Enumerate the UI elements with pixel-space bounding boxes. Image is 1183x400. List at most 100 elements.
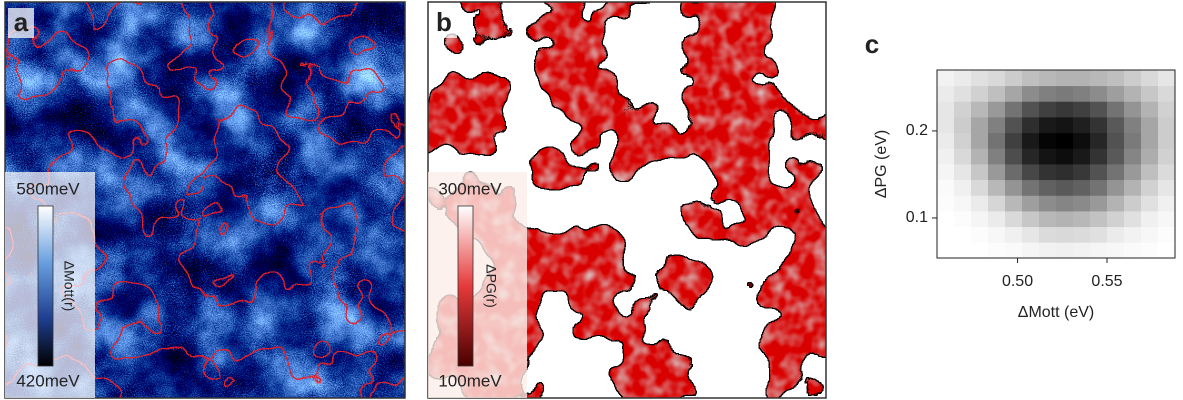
heat-cell [1158,164,1176,181]
y-axis-label: ΔPG (eV) [873,130,890,198]
heat-cell [1005,70,1023,87]
heat-cell [1056,85,1074,102]
heat-cell [954,226,972,243]
heat-cell [1124,132,1142,149]
heat-cell [988,164,1006,181]
heat-cell [988,85,1006,102]
heat-cell [988,132,1006,149]
heat-cell [1056,164,1074,181]
heat-cell [1039,211,1057,228]
heat-cell [1141,70,1159,87]
heat-cell [1039,179,1057,196]
heat-cell [1158,101,1176,118]
heat-cell [1056,226,1074,243]
heat-cell [1107,179,1125,196]
heat-cell [1039,164,1057,181]
heat-cell [954,101,972,118]
heat-cell [971,101,989,118]
heat-cell [1158,70,1176,87]
heat-cell [1158,132,1176,149]
heat-cell [1090,211,1108,228]
heat-cell [1022,101,1040,118]
heat-cell [971,211,989,228]
heat-cell [1039,132,1057,149]
x-tick-label: 0.55 [1091,273,1122,290]
x-axis-label: ΔMott (eV) [1018,304,1094,321]
panel-label: b [436,7,452,37]
heat-cell [937,148,955,165]
heatmap [937,70,1176,259]
heat-cell [954,242,972,259]
heat-cell [954,132,972,149]
heat-cell [1107,226,1125,243]
heat-cell [1005,195,1023,212]
heat-cell [1022,148,1040,165]
x-tick-label: 0.50 [1002,273,1033,290]
heat-cell [1056,132,1074,149]
heat-cell [1005,85,1023,102]
heat-cell [988,117,1006,134]
heat-cell [1141,211,1159,228]
panel-label: a [14,7,29,37]
heat-cell [971,226,989,243]
heat-cell [1073,211,1091,228]
heat-cell [1073,164,1091,181]
colorbar-max: 580meV [16,179,80,198]
heat-cell [1158,117,1176,134]
colorbar-max: 300meV [438,179,502,198]
heat-cell [1107,85,1125,102]
heat-cell [954,211,972,228]
heat-cell [1090,164,1108,181]
heat-cell [1141,164,1159,181]
heat-cell [1073,148,1091,165]
heat-cell [1056,179,1074,196]
heat-cell [1124,226,1142,243]
heat-cell [1158,226,1176,243]
heat-cell [1005,117,1023,134]
heat-cell [1039,148,1057,165]
heat-cell [1056,242,1074,259]
heat-cell [1073,132,1091,149]
heat-cell [1090,117,1108,134]
heat-cell [971,132,989,149]
heat-cell [1039,242,1057,259]
heat-cell [1073,85,1091,102]
heat-cell [1073,195,1091,212]
colorbar-min: 100meV [438,371,502,390]
heat-cell [1124,117,1142,134]
heat-cell [1141,242,1159,259]
heat-cell [988,242,1006,259]
heat-cell [1090,179,1108,196]
heat-cell [1090,70,1108,87]
heat-cell [1090,85,1108,102]
heat-cell [1141,226,1159,243]
heat-cell [1107,211,1125,228]
heat-cell [1107,148,1125,165]
heat-cell [1022,117,1040,134]
heat-cell [1005,101,1023,118]
heat-cell [937,179,955,196]
heat-cell [971,164,989,181]
y-tick-label: 0.1 [906,209,928,226]
label-bg [8,8,34,38]
heat-cell [971,148,989,165]
heat-cell [1022,226,1040,243]
heat-cell [1039,117,1057,134]
heat-cell [1090,195,1108,212]
heat-cell [937,211,955,228]
heat-cell [1158,195,1176,212]
heat-cell [1039,101,1057,118]
heat-cell [1158,148,1176,165]
heat-cell [971,117,989,134]
colorbar-title: ΔMott(r) [61,261,77,312]
heat-cell [1124,211,1142,228]
heat-cell [1056,211,1074,228]
heat-cell [1141,117,1159,134]
heat-cell [1022,179,1040,196]
heat-cell [1022,164,1040,181]
heat-cell [1141,85,1159,102]
heat-cell [1039,195,1057,212]
heat-cell [1056,70,1074,87]
heat-cell [1090,226,1108,243]
